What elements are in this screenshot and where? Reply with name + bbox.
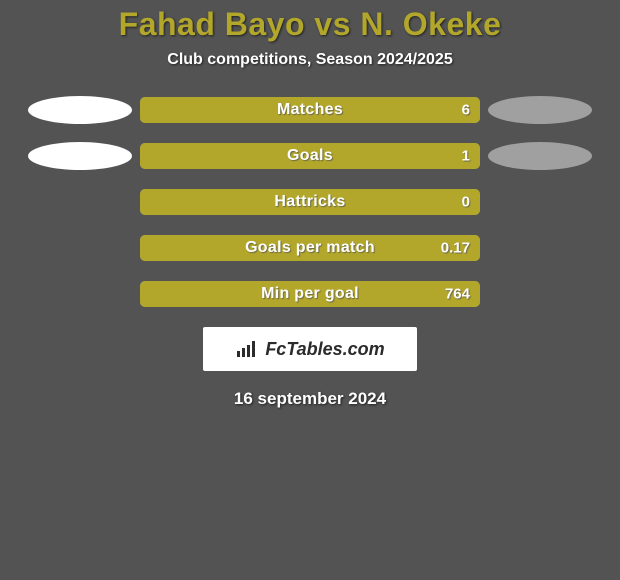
stat-value: 1: [462, 148, 470, 165]
subtitle: Club competitions, Season 2024/2025: [0, 51, 620, 69]
stat-row: Matches 6: [0, 97, 620, 123]
stat-value: 6: [462, 102, 470, 119]
stat-row: Goals 1: [0, 143, 620, 169]
stat-value: 0.17: [441, 240, 470, 257]
content-wrapper: Fahad Bayo vs N. Okeke Club competitions…: [0, 0, 620, 409]
right-ellipse-icon: [488, 96, 592, 124]
title-player-right: N. Okeke: [360, 6, 501, 42]
left-ellipse-icon: [28, 142, 132, 170]
stats-list: Matches 6 Goals 1 Hattri: [0, 97, 620, 307]
stat-value: 764: [445, 286, 470, 303]
stat-value: 0: [462, 194, 470, 211]
footer-date: 16 september 2024: [0, 389, 620, 409]
left-side-slot: [20, 142, 140, 170]
left-ellipse-icon: [28, 96, 132, 124]
stat-row: Min per goal 764: [0, 281, 620, 307]
stat-label: Goals: [287, 147, 333, 165]
stat-bar-goals: Goals 1: [140, 143, 480, 169]
stat-row: Goals per match 0.17: [0, 235, 620, 261]
stat-bar-matches: Matches 6: [140, 97, 480, 123]
title-vs: vs: [305, 6, 360, 42]
right-side-slot: [480, 96, 600, 124]
title-player-left: Fahad Bayo: [119, 6, 305, 42]
brand-text: FcTables.com: [265, 339, 384, 360]
right-side-slot: [480, 142, 600, 170]
left-side-slot: [20, 96, 140, 124]
stat-row: Hattricks 0: [0, 189, 620, 215]
right-ellipse-icon: [488, 142, 592, 170]
bar-chart-icon: [235, 339, 259, 359]
brand-badge: FcTables.com: [203, 327, 417, 371]
stat-bar-goals-per-match: Goals per match 0.17: [140, 235, 480, 261]
page-title: Fahad Bayo vs N. Okeke: [0, 6, 620, 43]
stat-bar-hattricks: Hattricks 0: [140, 189, 480, 215]
stat-label: Matches: [277, 101, 343, 119]
stat-label: Goals per match: [245, 239, 375, 257]
stat-bar-min-per-goal: Min per goal 764: [140, 281, 480, 307]
stat-label: Hattricks: [274, 193, 345, 211]
stat-label: Min per goal: [261, 285, 359, 303]
